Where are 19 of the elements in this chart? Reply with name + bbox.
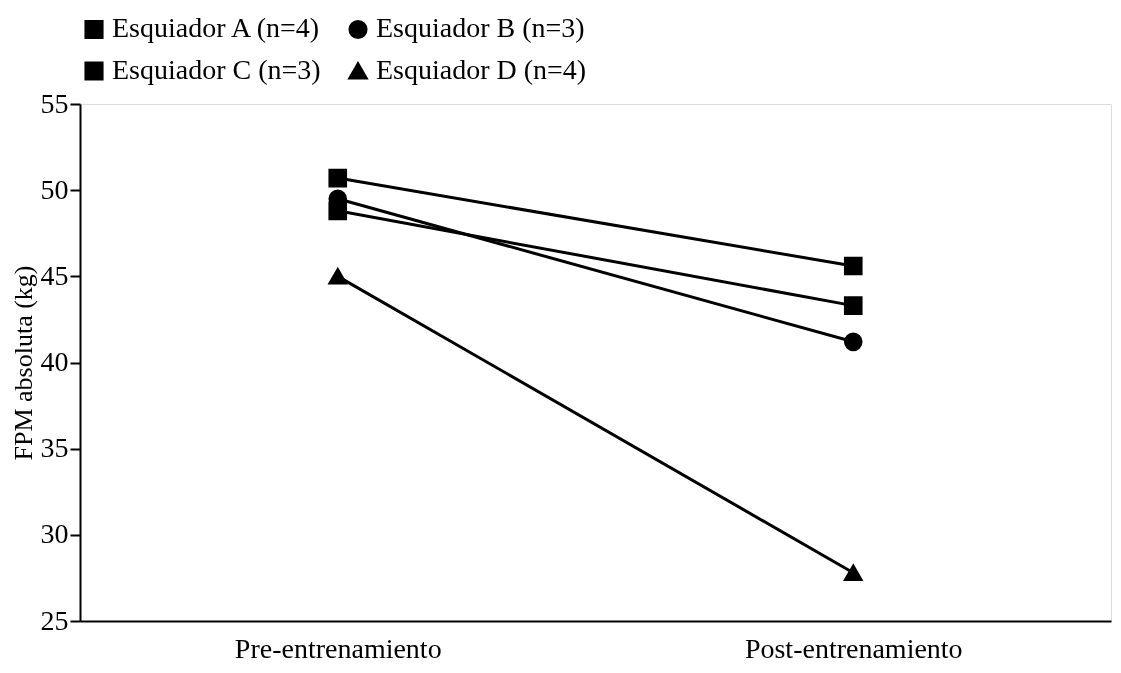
y-tick-label: 30 <box>40 518 69 550</box>
y-axis-title: FPM absoluta (kg) <box>8 265 38 461</box>
legend-label: Esquiador C (n=3) <box>112 54 321 85</box>
point <box>843 332 863 352</box>
legend-label: Esquiador B (n=3) <box>376 12 585 44</box>
y-tick-label: 45 <box>40 259 69 291</box>
point <box>843 296 863 315</box>
point <box>328 168 348 188</box>
legend-label: Esquiador A (n=4) <box>112 12 320 44</box>
y-tick-label: 35 <box>40 432 69 464</box>
x-tick-label: Post-entrenamiento <box>744 632 963 664</box>
point <box>328 201 348 221</box>
y-tick-label: 40 <box>40 346 69 377</box>
x-tick-label: Pre-entrenamiento <box>234 632 442 664</box>
y-tick-label: 50 <box>40 173 69 205</box>
legend-label: Esquiador D (n=4) <box>376 54 587 85</box>
y-tick-label: 55 <box>40 87 69 119</box>
y-tick-label: 25 <box>40 604 69 636</box>
point <box>843 256 863 276</box>
